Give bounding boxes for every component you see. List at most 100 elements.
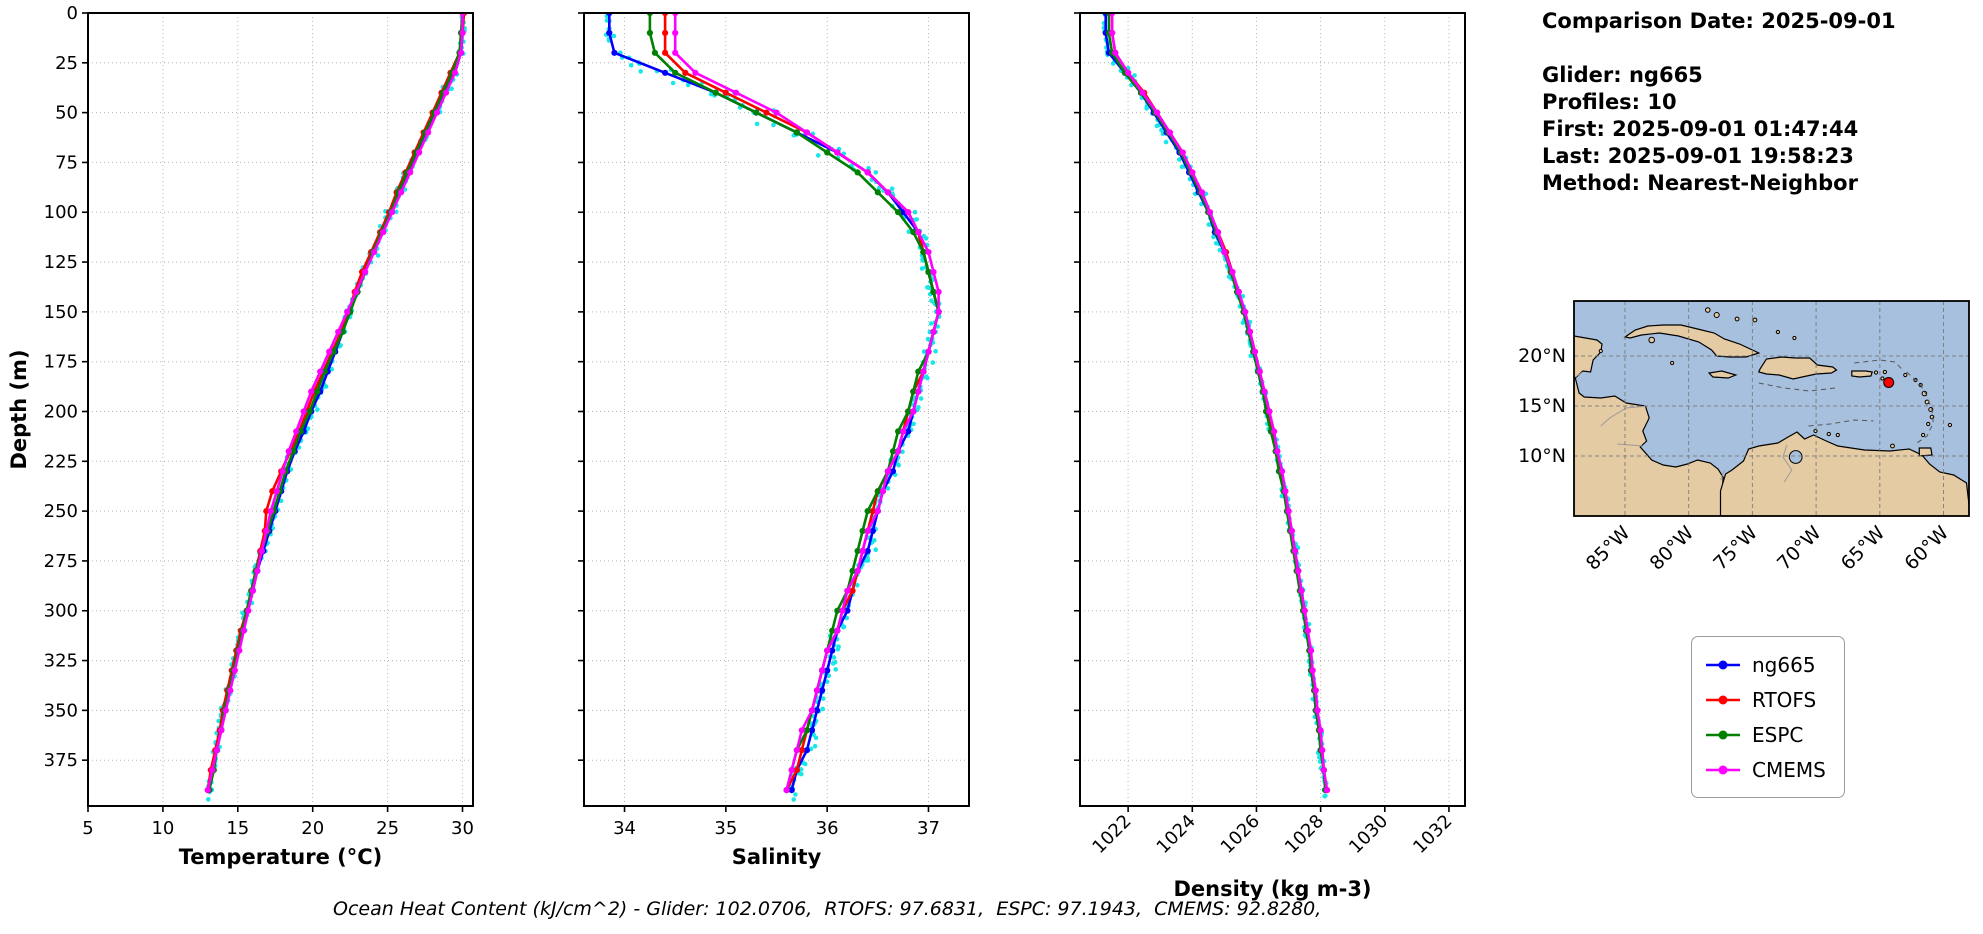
map-graticule [1574, 301, 1969, 516]
density-axis-label: Density (kg m-3) [1173, 877, 1371, 901]
map-lon-label: 75°W [1709, 522, 1762, 575]
legend-label: ng665 [1752, 652, 1816, 677]
info-method: Method: Nearest-Neighbor [1542, 171, 1858, 195]
svg-text:375: 375 [44, 750, 78, 771]
map-island [1670, 360, 1675, 366]
grid [87, 12, 473, 806]
density-plot: 1022 1024 1026 1028 1030 1032 Density (kg m-3) [1074, 12, 1466, 901]
series-CMEMS [1109, 13, 1331, 794]
info-profiles: Profiles: 10 [1542, 90, 1677, 114]
legend-item-rtofs: RTOFS [1704, 682, 1826, 717]
svg-text:25: 25 [55, 53, 78, 74]
svg-text:75: 75 [55, 152, 78, 173]
map-landmass [1623, 324, 1761, 358]
map-lon-label: 80°W [1646, 522, 1699, 575]
depth-axis-label: Depth (m) [7, 349, 31, 469]
map-maritime-boundary [1854, 359, 1904, 371]
temperature-axis-label: Temperature (°C) [179, 845, 382, 869]
map-island [1598, 348, 1603, 354]
info-gap [1542, 35, 1896, 62]
temperature-plot: 5 10 15 20 25 3002550751001251501752002252502… [44, 3, 474, 869]
map-border [1575, 371, 1584, 378]
map-lake [1788, 450, 1803, 464]
map-maritime-boundary [1906, 371, 1934, 445]
map-border [1782, 444, 1793, 483]
svg-text:20: 20 [301, 818, 324, 839]
salinity-plot: 34 35 36 37 Salinity [578, 12, 970, 869]
map-landmass [1851, 370, 1873, 378]
legend-label: RTOFS [1752, 687, 1817, 712]
svg-text:1026: 1026 [1217, 811, 1264, 858]
svg-text:50: 50 [55, 103, 78, 124]
map-island [1713, 311, 1720, 319]
map-island [1873, 370, 1879, 375]
map-island [1921, 390, 1928, 397]
map-island [1775, 329, 1781, 335]
svg-text:175: 175 [44, 352, 78, 373]
legend-item-ng665: ng665 [1704, 647, 1826, 682]
info-glider: Glider: ng665 [1542, 63, 1703, 87]
svg-text:350: 350 [44, 700, 78, 721]
svg-text:0: 0 [67, 3, 78, 24]
map-maritime-boundary [1758, 382, 1836, 392]
svg-text:275: 275 [44, 551, 78, 572]
svg-text:325: 325 [44, 651, 78, 672]
legend-line-marker [1706, 660, 1740, 669]
map-island [1947, 422, 1953, 428]
map-lon-label: 60°W [1900, 522, 1953, 575]
svg-text:1030: 1030 [1345, 811, 1392, 858]
legend-item-espc: ESPC [1704, 717, 1826, 752]
info-block: Comparison Date: 2025-09-01 Glider: ng66… [1542, 8, 1896, 197]
series-ng665 [1102, 13, 1329, 794]
legend-line-marker [1706, 765, 1740, 774]
map-island [1890, 443, 1895, 449]
legend-line-marker [1706, 695, 1740, 704]
map-island [1792, 335, 1797, 341]
svg-text:125: 125 [44, 252, 78, 273]
legend-item-cmems: CMEMS [1704, 752, 1826, 787]
map-landmass [1918, 447, 1933, 457]
map-island [1903, 372, 1908, 378]
svg-text:250: 250 [44, 501, 78, 522]
series-CMEMS [204, 13, 466, 794]
series-ESPC [1105, 13, 1329, 794]
svg-text:36: 36 [816, 818, 839, 839]
map-landmass [1707, 370, 1738, 379]
salinity-axis-label: Salinity [732, 845, 822, 869]
info-comparison-date: Comparison Date: 2025-09-01 [1542, 9, 1896, 33]
series-RTOFS [662, 13, 942, 794]
ohc-caption: Ocean Heat Content (kJ/cm^2) - Glider: 1… [333, 898, 1322, 920]
map-island [1835, 432, 1840, 438]
map-island [1648, 336, 1655, 344]
series-ESPC [206, 13, 466, 794]
svg-text:150: 150 [44, 302, 78, 323]
legend: ng665 RTOFS ESPC CMEMS [1691, 636, 1845, 798]
map-border [1720, 469, 1725, 481]
svg-text:30: 30 [451, 818, 474, 839]
info-first: First: 2025-09-01 01:47:44 [1542, 117, 1859, 141]
raw-glider-scatter [1101, 13, 1329, 799]
map-landmass [1574, 335, 1724, 516]
svg-text:15: 15 [226, 818, 249, 839]
svg-text:1032: 1032 [1409, 811, 1456, 858]
glider-position-marker [1883, 377, 1895, 388]
legend-label: ESPC [1752, 722, 1804, 747]
svg-text:300: 300 [44, 601, 78, 622]
legend-line-marker [1706, 730, 1740, 739]
location-map: 20°N 15°N 10°N 85°W 80°W 75°W 70°W 65°W 60°W [1518, 300, 1970, 575]
map-island [1734, 316, 1740, 322]
svg-text:35: 35 [714, 818, 737, 839]
svg-text:1024: 1024 [1153, 811, 1200, 858]
legend-label: CMEMS [1752, 757, 1826, 782]
svg-text:225: 225 [44, 451, 78, 472]
map-island [1880, 376, 1885, 381]
series-CMEMS [672, 13, 942, 794]
map-lon-label: 70°W [1773, 522, 1826, 575]
svg-text:34: 34 [613, 818, 636, 839]
map-border [1600, 405, 1648, 427]
svg-text:10: 10 [151, 818, 174, 839]
map-island [1752, 317, 1758, 323]
raw-glider-scatter [603, 13, 942, 802]
